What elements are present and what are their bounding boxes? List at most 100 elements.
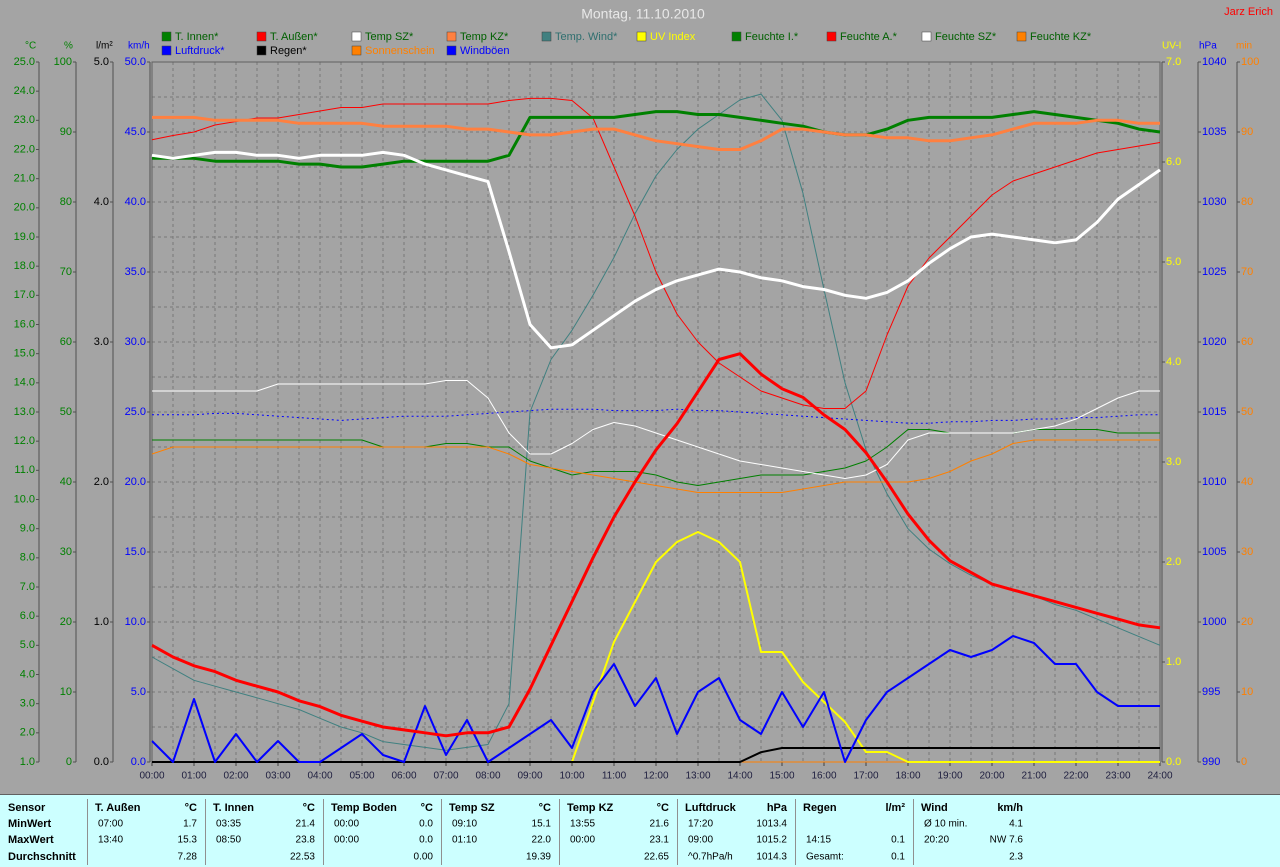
y-tick-label: 100 [1241, 56, 1259, 68]
column-header: Wind [921, 802, 948, 814]
cell-time: 08:50 [216, 835, 241, 846]
x-tick-label: 18:00 [895, 771, 920, 782]
legend-label: Regen* [270, 45, 307, 57]
cell-value: 15.3 [178, 835, 198, 846]
y-tick-label: 1020 [1202, 336, 1226, 348]
x-tick-label: 01:00 [181, 771, 206, 782]
y-tick-label: 22.0 [14, 143, 35, 155]
legend-swatch [1016, 31, 1027, 42]
y-tick-label: 23.0 [14, 114, 35, 126]
row-label: MaxWert [8, 834, 54, 846]
cell-value: 0.1 [891, 852, 905, 863]
y-tick-label: 10.0 [14, 493, 35, 505]
series-line [152, 115, 1160, 151]
y-tick-label: 50 [1241, 406, 1253, 418]
legend-swatch [256, 45, 267, 56]
cell-value: 1.7 [183, 819, 197, 830]
y-tick-label: 1035 [1202, 126, 1226, 138]
y-tick-label: 12.0 [14, 435, 35, 447]
cell-time: 13:55 [570, 819, 595, 830]
y-tick-label: 90 [60, 126, 72, 138]
column-unit: hPa [767, 802, 788, 814]
legend-label: Temp KZ* [460, 31, 509, 43]
x-tick-label: 07:00 [433, 771, 458, 782]
y-tick-label: 30.0 [125, 336, 146, 348]
cell-time: Ø 10 min. [924, 819, 967, 830]
y-tick-label: 2.0 [20, 727, 35, 739]
y-tick-label: 10.0 [125, 616, 146, 628]
y-tick-label: 20.0 [14, 202, 35, 214]
y-tick-label: 17.0 [14, 289, 35, 301]
cell-value: 1013.4 [756, 819, 787, 830]
legend-label: UV Index [650, 31, 696, 43]
y-tick-label: 30 [60, 546, 72, 558]
cell-value: 21.6 [650, 819, 670, 830]
x-tick-label: 14:00 [727, 771, 752, 782]
column-unit: °C [185, 802, 197, 814]
y-tick-label: 20.0 [125, 476, 146, 488]
cell-time: 01:10 [452, 835, 477, 846]
y-tick-label: 6.0 [20, 610, 35, 622]
y-tick-label: 2.0 [1166, 556, 1181, 568]
y-tick-label: 4.0 [94, 196, 109, 208]
y-tick-label: 35.0 [125, 266, 146, 278]
y-tick-label: 2.0 [94, 476, 109, 488]
column-header: Luftdruck [685, 802, 737, 814]
y-tick-label: 0.0 [131, 756, 146, 768]
cell-value: 23.1 [650, 835, 670, 846]
cell-time: 17:20 [688, 819, 713, 830]
y-tick-label: 30 [1241, 546, 1253, 558]
y-tick-label: 5.0 [1166, 256, 1181, 268]
y-tick-label: 1030 [1202, 196, 1226, 208]
y-tick-label: 1.0 [94, 616, 109, 628]
cell-value: 21.4 [296, 819, 316, 830]
y-tick-label: 15.0 [14, 348, 35, 360]
legend-label: T. Außen* [270, 31, 318, 43]
series-line [151, 635, 1160, 763]
y-tick-label: 1025 [1202, 266, 1226, 278]
cell-time: 14:15 [806, 835, 831, 846]
cell-time: 09:10 [452, 819, 477, 830]
y-axis-title: °C [25, 41, 36, 52]
column-header: T. Innen [213, 802, 254, 814]
cell-time: 00:00 [334, 819, 359, 830]
y-tick-label: 1005 [1202, 546, 1226, 558]
legend-swatch [446, 45, 457, 56]
y-tick-label: 16.0 [14, 318, 35, 330]
x-tick-label: 00:00 [139, 771, 164, 782]
x-tick-label: 20:00 [979, 771, 1004, 782]
y-tick-label: 80 [60, 196, 72, 208]
cell-value: 4.1 [1009, 819, 1023, 830]
y-tick-label: 50.0 [125, 56, 146, 68]
legend-swatch [826, 31, 837, 42]
y-axis-title: l/m² [96, 41, 113, 52]
row-label: Sensor [8, 802, 46, 814]
legend-label: Temp. Wind* [555, 31, 618, 43]
x-tick-label: 12:00 [643, 771, 668, 782]
x-tick-label: 05:00 [349, 771, 374, 782]
cell-value: 2.3 [1009, 852, 1023, 863]
y-tick-label: 20 [1241, 616, 1253, 628]
cell-time: Gesamt: [806, 852, 844, 863]
legend: T. Innen* T. Außen* Temp SZ* Temp KZ* Temp. … [161, 31, 1092, 57]
legend-swatch [541, 31, 552, 42]
series-line [151, 150, 1161, 350]
axes: 00:00 01:00 02:00 03:00 04:00 05:00 06:00 07:00… [14, 41, 1260, 782]
cell-time: 20:20 [924, 835, 949, 846]
x-tick-label: 10:00 [559, 771, 584, 782]
column-header: Temp Boden [331, 802, 397, 814]
cell-value: 22.0 [532, 835, 552, 846]
x-tick-label: 21:00 [1021, 771, 1046, 782]
x-tick-label: 03:00 [265, 771, 290, 782]
column-unit: °C [303, 802, 315, 814]
legend-label: Windböen [460, 45, 510, 57]
cell-value: 0.00 [414, 852, 434, 863]
y-axis-title: km/h [128, 41, 150, 52]
legend-label: Feuchte SZ* [935, 31, 997, 43]
y-tick-label: 10 [60, 686, 72, 698]
x-tick-label: 16:00 [811, 771, 836, 782]
x-tick-label: 09:00 [517, 771, 542, 782]
y-tick-label: 100 [54, 56, 72, 68]
plot [151, 93, 1161, 763]
x-tick-label: 11:00 [602, 771, 627, 782]
